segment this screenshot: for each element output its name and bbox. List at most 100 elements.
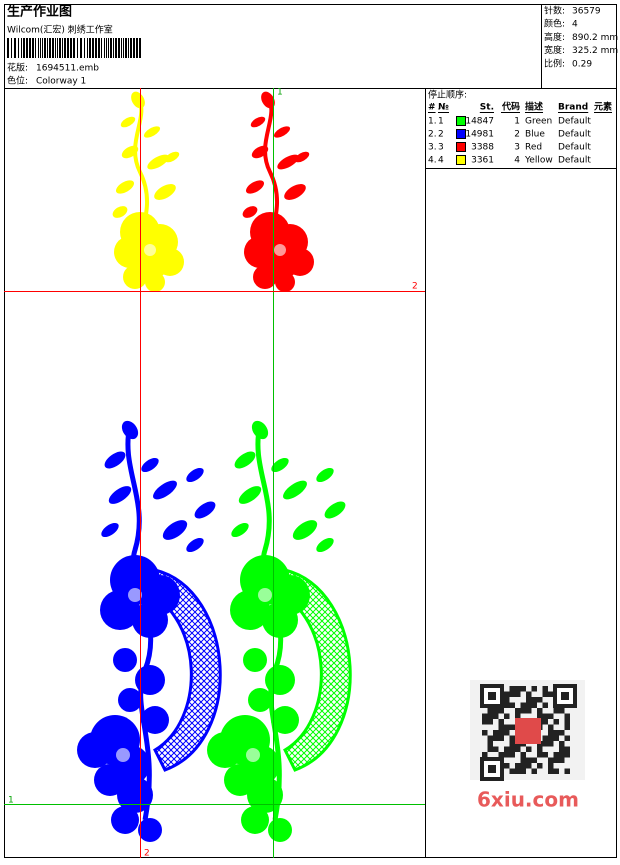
column-header: 描述 <box>525 101 543 113</box>
qr-cell <box>531 768 537 774</box>
qr-cell <box>509 752 515 758</box>
qr-cell <box>531 757 537 763</box>
row-brand: Default <box>558 117 591 127</box>
leaf <box>121 145 139 159</box>
qr-cell <box>504 724 510 730</box>
petal <box>230 590 270 630</box>
row-index: 4. <box>428 156 437 166</box>
bar <box>47 38 48 58</box>
row-description: Blue <box>525 130 545 140</box>
qr-cell <box>493 746 499 752</box>
studio: Wilcom(汇宏) 刺绣工作室 <box>7 24 113 36</box>
bar <box>7 38 9 58</box>
leaf <box>250 116 266 128</box>
qr-cell <box>526 746 532 752</box>
bar <box>123 38 124 58</box>
row-stitches: 14847 <box>465 117 494 127</box>
qr-cell <box>559 708 565 714</box>
bar <box>14 38 16 58</box>
qr-cell <box>515 691 521 697</box>
petal <box>241 806 269 834</box>
petal <box>145 272 165 292</box>
qr-cell <box>526 702 532 708</box>
qr-cell <box>515 763 521 769</box>
petal <box>243 648 267 672</box>
row-index: 1. <box>428 117 437 127</box>
row-brand: Default <box>558 156 591 166</box>
info-label: 比例: <box>544 57 565 69</box>
qr-cell <box>520 752 526 758</box>
bar <box>87 38 88 58</box>
leaf <box>324 501 346 519</box>
row-code: 1 <box>514 117 520 127</box>
row-no: 4 <box>438 156 444 166</box>
qr-cell <box>553 730 559 736</box>
leaf <box>261 91 275 109</box>
qr-cell <box>493 708 499 714</box>
qr-cell <box>553 719 559 725</box>
petal <box>156 248 184 276</box>
flower-center <box>258 588 272 602</box>
qr-cell <box>564 713 570 719</box>
qr-cell <box>509 702 515 708</box>
leaf <box>316 467 334 483</box>
row-index: 2. <box>428 130 437 140</box>
qr-cell <box>520 763 526 769</box>
row-brand: Default <box>558 143 591 153</box>
guides: 2 1 1 2 <box>4 88 425 859</box>
page-border <box>4 4 617 858</box>
row-description: Green <box>525 117 552 127</box>
bar <box>62 38 63 58</box>
qr-cell <box>564 719 570 725</box>
column-header: # <box>428 103 436 113</box>
petal <box>138 818 162 842</box>
row-brand: Default <box>558 130 591 140</box>
qr-cell <box>504 702 510 708</box>
qr-cell <box>564 768 570 774</box>
crescent <box>272 568 352 772</box>
qr-cell <box>498 724 504 730</box>
info-label: 颜色: <box>544 18 565 30</box>
leaf <box>108 486 132 504</box>
qr-cell <box>487 713 493 719</box>
petal <box>77 732 113 768</box>
leaf <box>294 151 310 163</box>
info-value: 4 <box>572 20 578 30</box>
color-swatch <box>456 142 466 152</box>
petal <box>275 272 295 292</box>
qr-cell <box>526 691 532 697</box>
qr-cell <box>526 763 532 769</box>
bar <box>113 38 114 58</box>
colorway: Colorway 1 <box>36 77 86 87</box>
qr-cell <box>537 752 543 758</box>
bar <box>80 38 82 58</box>
bar <box>121 38 122 58</box>
leaf <box>121 420 139 440</box>
bar <box>42 38 43 58</box>
leaf <box>234 451 256 469</box>
bar <box>67 38 69 58</box>
bar <box>23 38 25 58</box>
qr-cell <box>537 763 543 769</box>
qr-cell <box>482 752 488 758</box>
qr-cell <box>537 697 543 703</box>
qr-cell <box>564 746 570 752</box>
bar <box>21 38 22 58</box>
flower-center <box>274 244 286 256</box>
row-index: 3. <box>428 143 437 153</box>
qr-cell <box>542 713 548 719</box>
qr-cell <box>509 768 515 774</box>
column-header: 代码 <box>501 101 520 113</box>
row-no: 1 <box>438 117 444 127</box>
embroidery-motif <box>112 91 184 292</box>
qr-cell <box>531 697 537 703</box>
bar <box>29 38 31 58</box>
bar <box>133 38 135 58</box>
colorway-label: 色位: <box>7 75 28 87</box>
qr-cell <box>487 741 493 747</box>
bar <box>70 38 72 58</box>
flower-center <box>144 244 156 256</box>
leaf <box>154 184 176 200</box>
leaf <box>245 180 265 194</box>
info-value: 325.2 mm <box>572 46 618 56</box>
